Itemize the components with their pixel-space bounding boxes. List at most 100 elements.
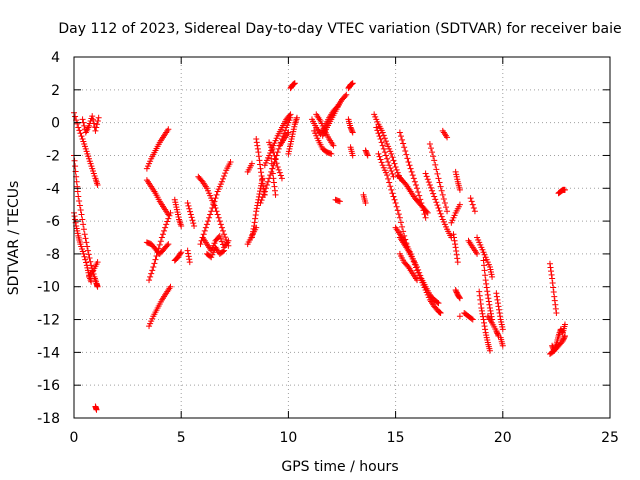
series-s58 — [465, 237, 481, 257]
data-point — [94, 259, 101, 266]
data-point — [253, 208, 260, 215]
data-point — [93, 406, 100, 413]
data-point — [469, 201, 476, 208]
data-point — [206, 214, 213, 221]
data-point — [496, 309, 503, 316]
series-s45 — [396, 234, 442, 307]
series-s17 — [197, 159, 234, 248]
data-point — [252, 211, 259, 218]
data-point — [430, 190, 437, 197]
y-tick-label: 0 — [51, 116, 60, 132]
series-s14 — [184, 200, 198, 230]
data-point — [488, 310, 495, 317]
data-point — [162, 224, 169, 231]
data-point — [478, 305, 485, 312]
data-point — [375, 150, 382, 157]
data-point — [414, 264, 421, 271]
data-point — [218, 238, 225, 245]
data-point — [251, 223, 258, 230]
data-point — [450, 231, 457, 238]
series-s29 — [285, 114, 300, 157]
data-point — [388, 186, 395, 193]
data-point — [385, 175, 392, 182]
series-s39 — [360, 191, 369, 207]
data-point — [485, 295, 492, 302]
grid-lines — [74, 57, 610, 418]
data-point — [481, 323, 488, 330]
data-point — [377, 156, 384, 163]
data-point — [454, 259, 461, 266]
data-point — [478, 307, 485, 314]
data-point — [90, 120, 97, 127]
y-tick-label: -8 — [46, 247, 60, 263]
data-point — [215, 214, 222, 221]
data-point — [389, 154, 396, 161]
data-point — [452, 241, 459, 248]
data-point — [275, 166, 282, 173]
data-point — [94, 117, 101, 124]
series-s33 — [313, 111, 337, 149]
y-tick-label: -12 — [37, 313, 60, 329]
data-point — [418, 200, 425, 207]
data-point — [385, 159, 392, 166]
data-point — [205, 218, 211, 225]
data-point — [186, 259, 193, 266]
series-s53 — [450, 231, 461, 266]
data-point — [257, 200, 264, 207]
axis-ticks — [73, 56, 611, 419]
data-point — [349, 80, 356, 87]
series-s01 — [71, 109, 101, 188]
data-point — [390, 173, 397, 180]
data-point — [468, 198, 475, 205]
data-point — [552, 301, 559, 308]
data-point — [433, 166, 440, 173]
data-point — [561, 332, 568, 339]
data-point — [378, 139, 385, 146]
data-point — [438, 213, 445, 220]
data-point — [419, 203, 426, 210]
data-point — [469, 316, 476, 323]
data-point — [435, 300, 442, 307]
data-point — [159, 231, 166, 238]
data-point — [378, 159, 385, 166]
x-tick-label: 0 — [70, 430, 79, 446]
series-s69 — [555, 186, 568, 197]
data-point — [221, 231, 228, 238]
data-point — [494, 300, 501, 307]
data-point — [77, 130, 84, 137]
data-point — [405, 159, 412, 166]
data-point — [165, 215, 172, 222]
data-point — [254, 145, 261, 152]
data-point — [420, 207, 427, 214]
data-point — [426, 140, 433, 147]
data-point — [287, 111, 294, 118]
data-point — [81, 231, 88, 238]
data-point — [495, 303, 502, 310]
data-point — [187, 208, 194, 215]
data-point — [546, 260, 553, 267]
data-point — [494, 296, 501, 303]
data-point — [76, 127, 83, 134]
data-point — [395, 211, 402, 218]
data-point — [397, 133, 404, 140]
data-point — [225, 237, 232, 244]
data-point — [285, 129, 292, 136]
data-point — [256, 157, 263, 164]
series-s27 — [268, 155, 279, 198]
data-point — [388, 168, 395, 175]
data-point — [259, 180, 266, 187]
series-s28 — [276, 129, 292, 149]
data-point — [208, 208, 215, 215]
data-point — [437, 183, 444, 190]
data-point — [95, 114, 102, 121]
data-point — [453, 251, 460, 258]
series-s38 — [347, 144, 356, 159]
data-point — [83, 239, 90, 246]
data-point — [260, 191, 267, 198]
data-point — [389, 190, 396, 197]
data-point — [440, 195, 447, 202]
data-point — [551, 293, 558, 300]
data-point — [399, 223, 406, 230]
data-point — [150, 264, 157, 271]
data-point — [483, 280, 490, 287]
